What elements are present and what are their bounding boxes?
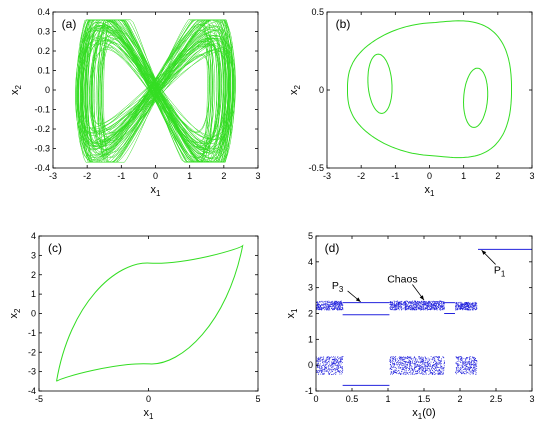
x-tick-label: -1 xyxy=(391,171,399,181)
arrow-head xyxy=(355,297,361,302)
x-tick-label: 1 xyxy=(187,171,192,181)
plot-area-a xyxy=(75,19,236,163)
attractor-trajectory xyxy=(75,19,236,163)
chaos-band xyxy=(316,300,344,375)
x-tick-label: -3 xyxy=(49,171,57,181)
x-axis-label-d-text: x1(0) xyxy=(412,407,435,421)
y-tick-label: 0.2 xyxy=(37,46,50,56)
panel-label-c: (c) xyxy=(48,241,62,255)
plot-area-b xyxy=(347,20,512,159)
x-axis-label-c: x1 xyxy=(144,407,155,421)
axes-frame-b xyxy=(326,11,533,169)
y-tick-label: 0.4 xyxy=(37,7,50,17)
panel-a: -3 -2 -1 0 1 2 3 -0.4 -0.3 -0.2 -0.1 0 0.1 0.2 0.3 0.4 x… xyxy=(9,7,261,198)
x-axis-label-a-text: x1 xyxy=(151,184,162,198)
y-axis-label-b: x2 xyxy=(288,84,302,95)
x-tick-label: -2 xyxy=(357,171,365,181)
inner-loop xyxy=(367,53,393,114)
y-tick-label: 0.5 xyxy=(311,7,324,17)
y-tick-label: -1 xyxy=(305,386,313,396)
x-axis-label-b-text: x1 xyxy=(425,184,436,198)
x-tick-label: 2 xyxy=(457,394,462,404)
y-tick-label: -0.1 xyxy=(34,105,50,115)
y-axis-label-d-text: x1 xyxy=(285,308,299,319)
panel-label-b: (b) xyxy=(336,17,351,31)
outer-orbit xyxy=(347,20,512,159)
y-tick-label: 1 xyxy=(31,289,36,299)
x-tick-label: -5 xyxy=(35,394,43,404)
x-tick-label: 2 xyxy=(221,171,226,181)
y-tick-label: -3 xyxy=(28,367,36,377)
y-tick-label: -0.5 xyxy=(308,163,324,173)
chaos-band xyxy=(455,301,478,375)
y-tick-label: 4 xyxy=(308,257,313,267)
x-tick-label: 3 xyxy=(255,171,260,181)
y-tick-label: -0.2 xyxy=(34,124,50,134)
x-tick-label: 5 xyxy=(255,394,260,404)
y-axis-label-a: x2 xyxy=(9,84,23,95)
x-tick-label: 3 xyxy=(529,171,534,181)
y-tick-label: 0.1 xyxy=(37,66,50,76)
y-tick-label: -0.3 xyxy=(34,144,50,154)
x-tick-label: 1.5 xyxy=(418,394,431,404)
y-tick-label: 2 xyxy=(308,309,313,319)
plot-area-d xyxy=(316,248,532,386)
y-tick-label: -2 xyxy=(28,347,36,357)
annotation-0: P3 xyxy=(332,280,344,294)
y-tick-label: 5 xyxy=(308,231,313,241)
plot-area-c xyxy=(56,244,244,382)
y-tick-label: -4 xyxy=(28,386,36,396)
panel-b: -3 -2 -1 0 1 2 3 -0.5 0 0.5 x1 x2 (b) xyxy=(288,7,535,198)
annotation-2: P1 xyxy=(494,264,506,278)
y-tick-label: -0.4 xyxy=(34,163,50,173)
x-axis-label-d: x1(0) xyxy=(412,407,435,421)
y-axis-label-c-text: x2 xyxy=(8,308,22,319)
y-axis-label-a-text: x2 xyxy=(9,84,23,95)
x-axis-label-a: x1 xyxy=(151,184,162,198)
x-tick-label: 3 xyxy=(529,394,534,404)
arrow-head xyxy=(419,295,424,301)
inner-loop xyxy=(462,67,489,128)
y-tick-label: 0 xyxy=(308,360,313,370)
x-tick-label: 0 xyxy=(313,394,318,404)
x-tick-label: -1 xyxy=(117,171,125,181)
arrow-head xyxy=(481,250,487,255)
y-tick-label: 0.3 xyxy=(37,27,50,37)
y-tick-label: 0 xyxy=(319,85,324,95)
y-axis-label-c: x2 xyxy=(8,308,22,319)
x-tick-label: 1 xyxy=(461,171,466,181)
axes-frame-c xyxy=(38,235,259,392)
x-tick-label: 0.5 xyxy=(346,394,359,404)
x-tick-label: 0 xyxy=(153,171,158,181)
limit-cycle-curve xyxy=(56,244,244,382)
y-tick-label: 4 xyxy=(31,231,36,241)
y-tick-label: 3 xyxy=(308,283,313,293)
y-tick-label: 3 xyxy=(31,250,36,260)
chaos-band xyxy=(389,300,445,375)
x-tick-label: 1 xyxy=(385,394,390,404)
y-tick-label: 0 xyxy=(45,85,50,95)
x-tick-label: 0 xyxy=(146,394,151,404)
y-axis-label-d: x1 xyxy=(285,308,299,319)
panel-label-a: (a) xyxy=(62,17,77,31)
x-tick-label: 2 xyxy=(495,171,500,181)
panel-label-d: (d) xyxy=(325,241,340,255)
y-tick-label: 1 xyxy=(308,334,313,344)
y-tick-label: 0 xyxy=(31,309,36,319)
annotation-1: Chaos xyxy=(387,274,417,286)
x-tick-label: 0 xyxy=(427,171,432,181)
panel-c: -5 0 5 -4 -3 -2 -1 0 1 2 3 4 x1 x2 (c) xyxy=(8,231,261,421)
x-tick-label: 2.5 xyxy=(490,394,503,404)
x-tick-label: -2 xyxy=(83,171,91,181)
x-axis-label-c-text: x1 xyxy=(144,407,155,421)
y-tick-label: -1 xyxy=(28,328,36,338)
axes-frame-a xyxy=(52,11,259,169)
x-axis-label-b: x1 xyxy=(425,184,436,198)
x-tick-label: -3 xyxy=(323,171,331,181)
y-axis-label-b-text: x2 xyxy=(288,84,302,95)
y-tick-label: 2 xyxy=(31,270,36,280)
axes-frame-d xyxy=(315,235,533,392)
